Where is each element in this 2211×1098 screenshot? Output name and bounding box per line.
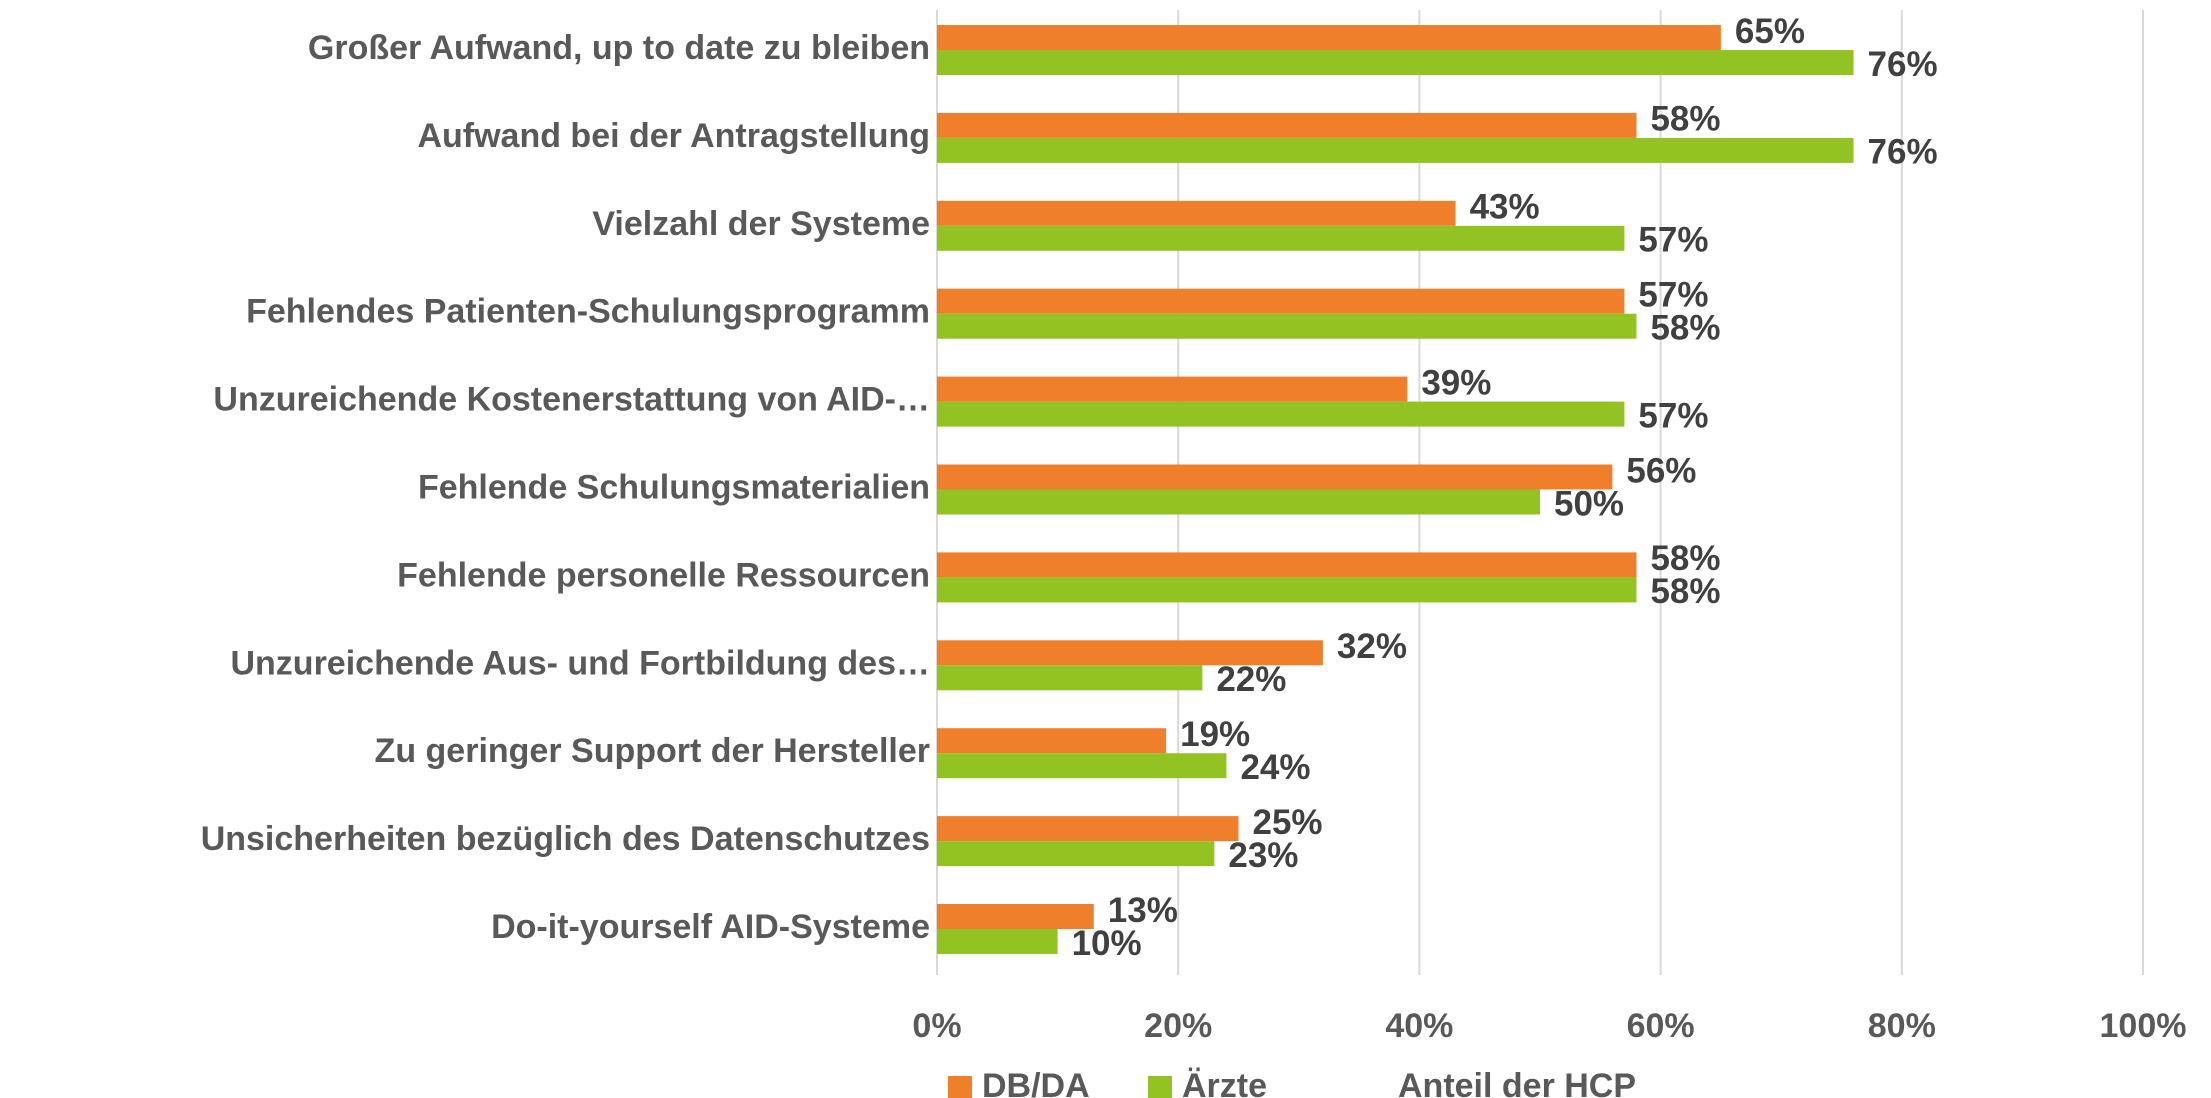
value-label: 57%	[1638, 275, 1708, 314]
bar	[937, 577, 1637, 603]
value-label: 76%	[1868, 133, 1938, 172]
bar	[937, 200, 1456, 226]
bar	[937, 665, 1203, 691]
bar	[937, 137, 1854, 163]
category-label: Vielzahl der Systeme	[592, 205, 930, 243]
value-label: 58%	[1650, 539, 1720, 578]
bar	[937, 904, 1094, 929]
bar	[937, 489, 1540, 515]
category-label: Unsicherheiten bezüglich des Datenschutz…	[201, 820, 930, 858]
category-label: Großer Aufwand, up to date zu bleiben	[308, 29, 930, 67]
x-tick-label: 100%	[2100, 1007, 2187, 1045]
x-tick-label: 80%	[1868, 1007, 1936, 1045]
value-label: 58%	[1650, 308, 1720, 347]
bar	[937, 464, 1613, 490]
bar	[937, 728, 1167, 754]
x-tick-label: 0%	[912, 1007, 961, 1045]
category-label: Fehlende Schulungsmaterialien	[418, 468, 930, 506]
value-label: 32%	[1337, 627, 1407, 666]
value-label: 56%	[1626, 451, 1696, 490]
bar	[937, 640, 1323, 666]
value-label: 57%	[1638, 221, 1708, 260]
bar	[937, 50, 1854, 75]
bar	[937, 816, 1239, 842]
legend-swatch	[948, 1076, 972, 1098]
bar	[937, 753, 1227, 779]
value-label: 13%	[1108, 891, 1178, 930]
x-axis-label: Anteil der HCP	[1398, 1067, 1636, 1098]
bar	[937, 401, 1625, 427]
category-label: Unzureichende Kostenerstattung von AID-…	[213, 381, 930, 419]
value-label: 22%	[1216, 660, 1286, 699]
value-label: 76%	[1868, 45, 1938, 84]
category-label: Zu geringer Support der Hersteller	[375, 732, 930, 770]
category-label: Fehlende personelle Ressourcen	[397, 556, 930, 594]
value-label: 50%	[1554, 484, 1624, 523]
bar	[937, 929, 1058, 954]
x-tick-label: 40%	[1385, 1007, 1453, 1045]
legend-label: DB/DA	[982, 1067, 1090, 1098]
x-tick-label: 60%	[1627, 1007, 1695, 1045]
bar	[937, 841, 1215, 867]
bar	[937, 25, 1721, 50]
value-label: 58%	[1650, 572, 1720, 611]
value-label: 57%	[1638, 396, 1708, 435]
bar	[937, 112, 1637, 138]
value-label: 58%	[1650, 100, 1720, 139]
value-label: 65%	[1735, 12, 1805, 51]
value-label: 43%	[1470, 188, 1540, 227]
category-label: Fehlendes Patienten-Schulungsprogramm	[246, 293, 930, 331]
bar	[937, 376, 1408, 402]
legend-label: Ärzte	[1182, 1067, 1267, 1098]
x-tick-label: 20%	[1144, 1007, 1212, 1045]
value-label: 25%	[1253, 803, 1323, 842]
value-label: 24%	[1240, 748, 1310, 787]
legend-swatch	[1148, 1076, 1172, 1098]
category-label: Aufwand bei der Antragstellung	[417, 117, 930, 155]
bar	[937, 313, 1637, 339]
value-label: 39%	[1421, 363, 1491, 402]
value-label: 10%	[1072, 924, 1142, 963]
value-label: 19%	[1180, 715, 1250, 754]
bar	[937, 225, 1625, 251]
category-label: Do-it-yourself AID-Systeme	[491, 908, 930, 946]
bar	[937, 288, 1625, 314]
bar	[937, 552, 1637, 578]
category-label: Unzureichende Aus- und Fortbildung des…	[230, 644, 930, 682]
value-label: 23%	[1228, 836, 1298, 875]
